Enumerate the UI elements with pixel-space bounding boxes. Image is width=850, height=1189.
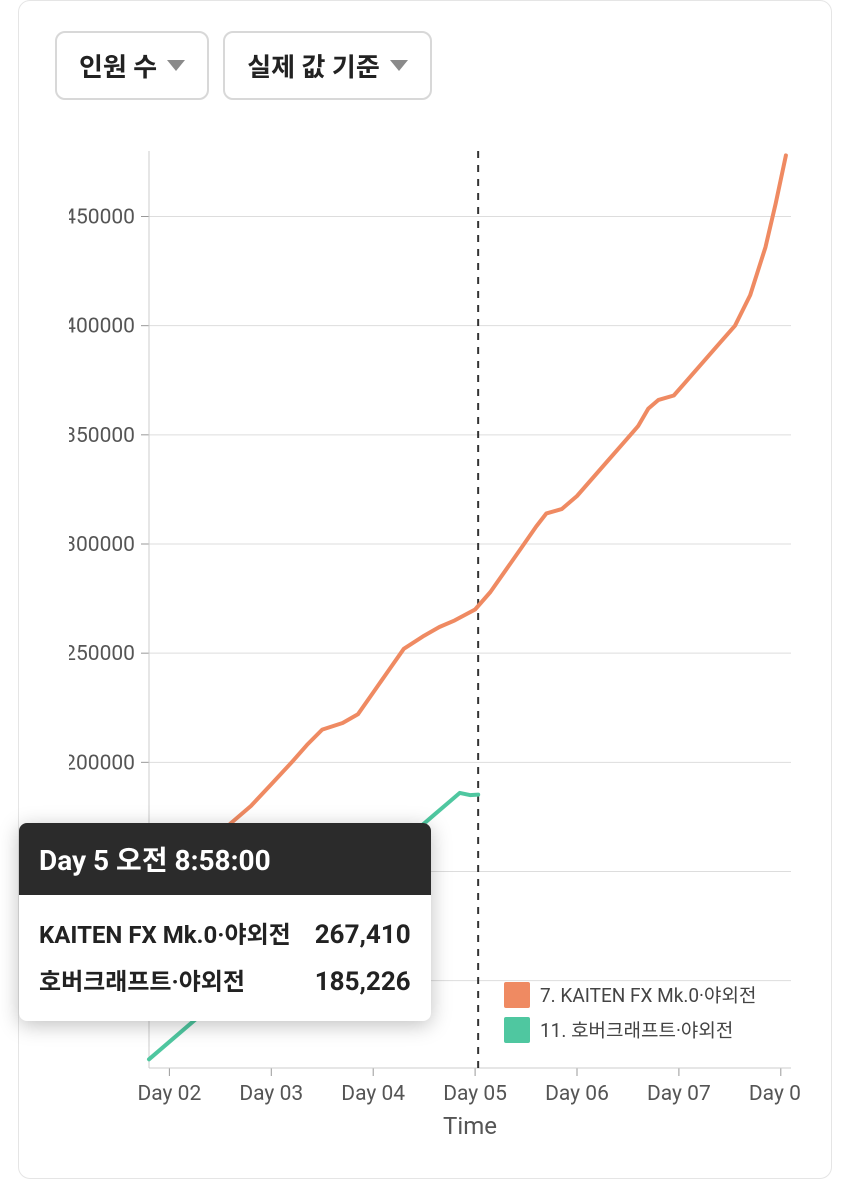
legend-label: 11. 호버크래프트·야외전 [540,1016,733,1043]
tooltip-row-value: 267,410 [315,920,411,950]
tooltip-row-value: 185,226 [315,967,411,997]
tooltip-title: Day 5 오전 8:58:00 [19,823,431,895]
y-tick-label: 450000 [69,206,135,230]
x-tick-label: Day 04 [341,1082,405,1106]
chevron-down-icon [167,60,185,71]
tooltip-row-label: KAITEN FX Mk.0·야외전 [39,915,291,950]
y-tick-label: 400000 [69,315,135,339]
tooltip-body: KAITEN FX Mk.0·야외전 267,410 호버크래프트·야외전 185,2… [19,895,431,1021]
tooltip-row: KAITEN FX Mk.0·야외전 267,410 [39,909,411,956]
series-line-kaiten[interactable] [149,155,786,902]
x-axis-title: Time [443,1112,497,1140]
y-tick-label: 250000 [69,642,135,666]
chevron-down-icon [390,60,408,71]
x-tick-label: Day 08 [749,1082,801,1106]
x-tick-label: Day 02 [137,1082,201,1106]
basis-dropdown-label: 실제 값 기준 [247,47,380,84]
chart-card: 인원 수 실제 값 기준 100000150000200000250000300… [18,0,832,1179]
chart-tooltip: Day 5 오전 8:58:00 KAITEN FX Mk.0·야외전 267,4… [19,823,431,1021]
legend-swatch [504,982,530,1008]
tooltip-row: 호버크래프트·야외전 185,226 [39,956,411,1003]
basis-dropdown[interactable]: 실제 값 기준 [223,31,432,100]
chart-controls: 인원 수 실제 값 기준 [55,31,432,100]
legend-item[interactable]: 7. KAITEN FX Mk.0·야외전 [504,981,756,1008]
x-tick-label: Day 06 [545,1082,609,1106]
metric-dropdown[interactable]: 인원 수 [55,31,209,100]
y-tick-label: 200000 [69,751,135,775]
x-tick-label: Day 05 [443,1082,507,1106]
x-tick-label: Day 07 [647,1082,711,1106]
tooltip-row-label: 호버크래프트·야외전 [39,962,245,997]
x-tick-label: Day 03 [239,1082,303,1106]
y-tick-label: 300000 [69,533,135,557]
y-tick-label: 350000 [69,424,135,448]
legend-label: 7. KAITEN FX Mk.0·야외전 [540,981,756,1008]
metric-dropdown-label: 인원 수 [79,47,157,84]
legend-item[interactable]: 11. 호버크래프트·야외전 [504,1016,756,1043]
legend: 7. KAITEN FX Mk.0·야외전 11. 호버크래프트·야외전 [504,981,756,1043]
legend-swatch [504,1017,530,1043]
